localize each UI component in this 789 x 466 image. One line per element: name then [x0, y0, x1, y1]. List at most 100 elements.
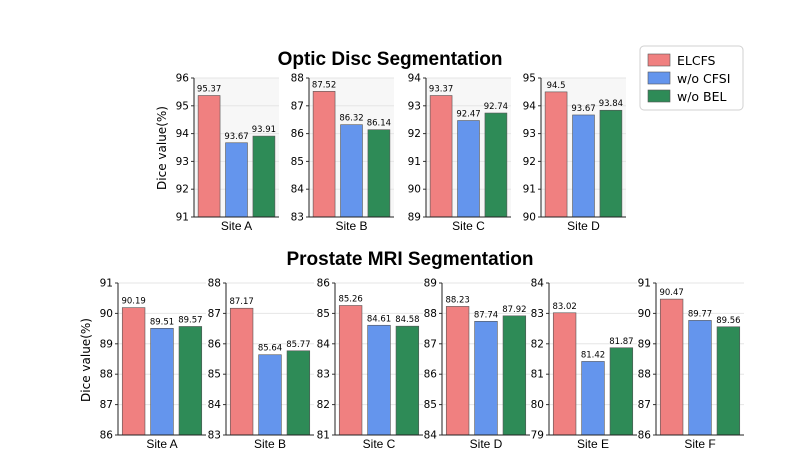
y-tick-label: 85 [317, 308, 330, 320]
bar-value-label: 95.37 [197, 85, 221, 95]
bar-value-label: 86.32 [339, 114, 363, 124]
y-tick-label: 88 [424, 308, 437, 320]
bar-value-label: 88.23 [445, 295, 469, 305]
y-tick-label: 85 [424, 399, 437, 411]
bar-w-o-bel [395, 325, 420, 436]
y-tick-label: 83 [317, 369, 330, 381]
y-tick-label: 94 [176, 128, 190, 140]
bar-w-o-cfsi [367, 324, 391, 436]
y-tick-label: 89 [100, 338, 113, 350]
bar-value-label: 86.14 [367, 119, 391, 129]
prostate-mri-panel-1: 86 87 88 89 90 91 90.19 89.51 89.57 Site A [100, 278, 206, 451]
bar-value-label: 94.5 [547, 81, 566, 91]
site-label: Site F [684, 437, 715, 451]
legend-label: ELCFS [677, 53, 716, 68]
y-tick-label: 93 [408, 100, 421, 112]
y-tick-label: 89 [408, 212, 421, 224]
bar-elcfs [659, 298, 684, 436]
y-tick-label: 81 [317, 430, 330, 442]
optic-disc-panel-4: 90 91 92 93 94 95 94.5 93.67 93.84 Site D [523, 73, 626, 233]
legend-label: w/o CFSI [677, 71, 730, 86]
y-tick-label: 91 [100, 278, 113, 290]
optic-disc-title: Optic Disc Segmentation [278, 49, 503, 70]
bar-value-label: 93.67 [224, 132, 248, 142]
y-tick-label: 87 [100, 399, 113, 411]
y-tick-label: 81 [531, 369, 544, 381]
bar-value-label: 85.77 [286, 340, 310, 350]
bar-value-label: 87.52 [312, 80, 336, 90]
prostate-mri-panel-2: 83 84 85 86 87 88 87.17 85.64 85.77 Site B [208, 278, 314, 451]
y-tick-label: 95 [523, 73, 536, 85]
y-tick-label: 92 [523, 156, 536, 168]
y-tick-label: 87 [424, 338, 437, 350]
site-label: Site D [567, 219, 600, 233]
bar-value-label: 84.61 [367, 314, 391, 324]
bar-value-label: 81.87 [609, 337, 633, 347]
bar-w-o-cfsi [225, 142, 248, 218]
bar-value-label: 89.57 [178, 315, 202, 325]
y-tick-label: 84 [291, 184, 305, 196]
bar-value-label: 92.47 [456, 110, 480, 120]
bar-elcfs [312, 91, 336, 218]
legend-swatch [647, 53, 671, 67]
bar-elcfs [544, 91, 568, 218]
prostate-mri-chart: Prostate MRI Segmentation Dice value(%) … [79, 249, 744, 451]
bar-elcfs [429, 95, 453, 218]
bar-w-o-cfsi [457, 120, 480, 218]
y-tick-label: 79 [531, 430, 544, 442]
bar-w-o-cfsi [150, 327, 174, 436]
bar-elcfs [338, 305, 363, 436]
bar-value-label: 93.84 [599, 99, 623, 109]
y-tick-label: 91 [523, 184, 536, 196]
bar-w-o-cfsi [340, 124, 363, 218]
bar-value-label: 89.51 [150, 317, 174, 327]
y-tick-label: 94 [523, 100, 537, 112]
site-label: Site D [470, 437, 503, 451]
y-tick-label: 91 [638, 278, 651, 290]
bar-w-o-bel [599, 109, 623, 218]
bar-elcfs [445, 306, 470, 436]
bar-w-o-bel [502, 315, 527, 436]
y-tick-label: 93 [523, 128, 536, 140]
bar-elcfs [121, 307, 146, 436]
y-tick-label: 86 [291, 128, 305, 140]
optic-disc-panel-1: 91 92 93 94 95 96 95.37 93.67 93.91 Site A [176, 73, 279, 233]
y-tick-label: 84 [208, 399, 222, 411]
prostate-mri-title: Prostate MRI Segmentation [286, 249, 533, 270]
bar-value-label: 85.64 [258, 344, 282, 354]
bar-w-o-cfsi [572, 114, 595, 218]
site-label: Site B [254, 437, 286, 451]
y-tick-label: 86 [100, 430, 114, 442]
bar-w-o-cfsi [581, 361, 605, 436]
y-tick-label: 82 [531, 338, 544, 350]
prostate-mri-ylabel: Dice value(%) [79, 318, 93, 402]
bar-value-label: 85.26 [338, 294, 362, 304]
bar-value-label: 90.19 [121, 297, 145, 307]
bar-w-o-bel [252, 135, 276, 218]
bar-value-label: 90.47 [659, 288, 683, 298]
bar-elcfs [197, 95, 221, 218]
y-tick-label: 87 [291, 100, 304, 112]
y-tick-label: 91 [408, 156, 421, 168]
site-label: Site B [335, 219, 367, 233]
bar-w-o-cfsi [688, 320, 712, 436]
site-label: Site C [452, 219, 485, 233]
y-tick-label: 90 [523, 212, 536, 224]
y-tick-label: 84 [424, 430, 438, 442]
bar-value-label: 89.77 [688, 309, 712, 319]
y-tick-label: 88 [208, 278, 221, 290]
bar-value-label: 87.92 [502, 305, 526, 315]
y-tick-label: 85 [208, 369, 221, 381]
optic-disc-panel-3: 89 90 91 92 93 94 93.37 92.47 92.74 Site C [408, 73, 511, 233]
site-label: Site A [221, 219, 252, 233]
y-tick-label: 96 [176, 73, 190, 85]
y-tick-label: 80 [531, 399, 544, 411]
prostate-mri-panel-6: 86 87 88 89 90 91 90.47 89.77 89.56 Site F [638, 278, 744, 451]
optic-disc-panel-2: 83 84 85 86 87 88 87.52 86.32 86.14 Site B [291, 73, 394, 233]
bar-w-o-bel [609, 347, 634, 436]
site-label: Site A [146, 437, 177, 451]
y-tick-label: 88 [291, 73, 304, 85]
bar-w-o-bel [484, 112, 508, 218]
bar-elcfs [229, 307, 254, 436]
